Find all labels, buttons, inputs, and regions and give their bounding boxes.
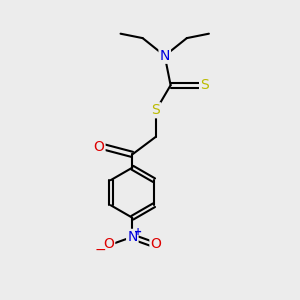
- Text: O: O: [103, 237, 114, 251]
- Text: S: S: [200, 78, 209, 92]
- Text: O: O: [94, 140, 104, 154]
- Text: −: −: [95, 242, 106, 256]
- Text: +: +: [134, 226, 142, 237]
- Text: N: N: [127, 230, 137, 244]
- Text: O: O: [151, 237, 161, 251]
- Text: N: N: [160, 49, 170, 63]
- Text: S: S: [152, 103, 160, 117]
